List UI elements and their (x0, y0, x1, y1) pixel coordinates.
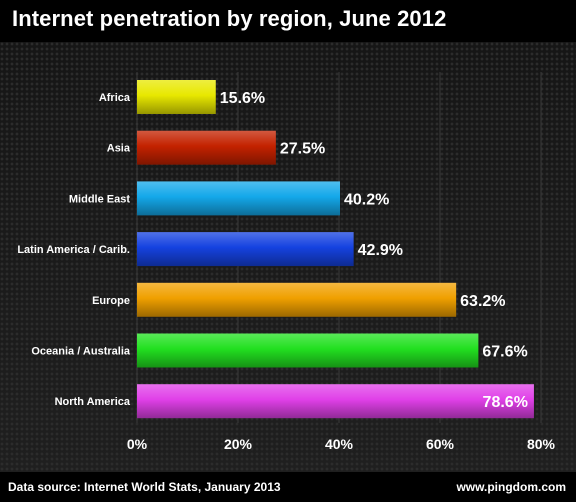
category-label: Asia (107, 143, 131, 155)
category-label: Oceania / Australia (31, 346, 131, 358)
value-label: 27.5% (280, 141, 325, 158)
value-label: 78.6% (483, 394, 528, 411)
site-credit: www.pingdom.com (456, 480, 566, 494)
bar-north-america (137, 384, 534, 419)
data-source-note: Data source: Internet World Stats, Janua… (8, 480, 281, 494)
value-label: 15.6% (220, 90, 265, 107)
bar-africa (137, 80, 216, 114)
bars (137, 80, 534, 419)
x-axis-ticks: 0% 20% 40% 60% 80% (127, 436, 556, 452)
category-labels: Africa Asia Middle East Latin America / Car… (17, 92, 131, 408)
bar-asia (137, 130, 276, 165)
value-label: 67.6% (482, 344, 527, 361)
x-tick-label: 0% (127, 436, 148, 452)
category-label: Europe (92, 295, 130, 307)
chart-title: Internet penetration by region, June 201… (12, 6, 447, 31)
bar-europe (137, 282, 457, 317)
bar-latin-america-carib- (137, 232, 354, 267)
bar-middle-east (137, 181, 341, 216)
x-tick-label: 20% (224, 436, 253, 452)
bar-oceania-australia (137, 333, 479, 368)
category-label: Latin America / Carib. (17, 244, 130, 256)
category-label: Middle East (69, 193, 130, 205)
value-label: 63.2% (460, 293, 505, 310)
category-label: North America (55, 396, 131, 408)
value-label: 40.2% (344, 191, 389, 208)
category-label: Africa (99, 92, 131, 104)
value-label: 42.9% (358, 242, 403, 259)
x-tick-label: 40% (325, 436, 354, 452)
value-labels: 15.6% 27.5% 40.2% 42.9% 63.2% 67.6% 78.6% (220, 90, 528, 411)
x-tick-label: 60% (426, 436, 455, 452)
x-tick-label: 80% (527, 436, 556, 452)
